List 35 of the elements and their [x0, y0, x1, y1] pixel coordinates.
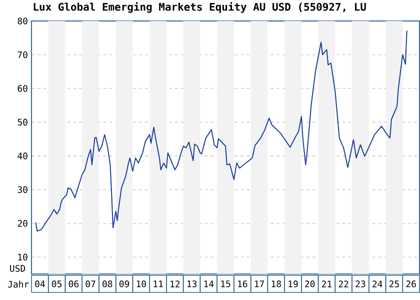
y-tick-label: 50 — [18, 118, 28, 126]
y-tick-label: 70 — [18, 51, 28, 58]
x-tick-label: 26 — [406, 280, 416, 288]
x-tick-label: 08 — [102, 280, 112, 288]
x-tick-label: 17 — [254, 280, 264, 288]
x-tick-label: 11 — [154, 280, 163, 288]
x-tick-label: 20 — [305, 280, 315, 288]
x-tick-label: 10 — [136, 280, 146, 288]
y-tick-label: 20 — [18, 220, 28, 227]
x-tick-label: 21 — [322, 280, 332, 288]
y-tick-label: 30 — [18, 186, 28, 194]
x-tick-label: 07 — [86, 280, 96, 288]
y-tick-label: 80 — [18, 18, 28, 24]
y-tick-label: 40 — [18, 152, 28, 160]
x-tick-label: 16 — [238, 280, 248, 288]
x-tick-label: 13 — [187, 280, 196, 288]
x-tick-label: 22 — [338, 280, 348, 288]
chart-title: Lux Global Emerging Markets Equity AU USD (550927, LU — [34, 2, 366, 13]
x-tick-label: 05 — [52, 280, 62, 288]
y-tick-label: 10 — [18, 254, 28, 261]
x-tick-label: 24 — [372, 280, 382, 288]
x-tick-label: 14 — [204, 280, 214, 288]
x-tick-label: 12 — [170, 280, 180, 288]
x-tick-label: 15 — [221, 280, 230, 288]
x-tick-label: 06 — [68, 280, 78, 288]
y-tick-label: 60 — [18, 85, 28, 92]
x-tick-label: 18 — [272, 280, 281, 288]
x-axis-title: Jahr — [8, 280, 29, 288]
x-tick-label: 23 — [356, 280, 366, 288]
line-series — [35, 30, 408, 232]
x-tick-label: 04 — [35, 280, 45, 288]
x-tick-label: 25 — [389, 280, 399, 288]
x-tick-label: 09 — [119, 280, 130, 288]
x-tick-label: 19 — [288, 280, 298, 288]
y-axis-title: USD — [10, 265, 26, 272]
